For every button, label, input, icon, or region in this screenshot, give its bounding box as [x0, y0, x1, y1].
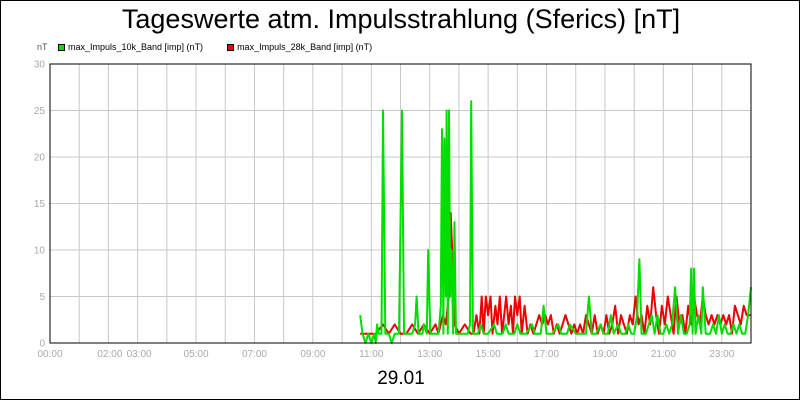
y-axis-unit-label: nT: [37, 42, 48, 52]
x-tick-label: 05:00: [184, 349, 209, 360]
x-tick-label: 07:00: [242, 349, 267, 360]
x-tick-label: 13:00: [417, 349, 442, 360]
plot-border: [49, 63, 752, 344]
y-tick-label: 15: [34, 199, 46, 210]
legend: max_Impuls_10k_Band [imp] (nT) max_Impul…: [58, 40, 396, 54]
x-tick-label: 09:00: [300, 349, 325, 360]
x-tick-label: 11:00: [359, 349, 384, 360]
x-tick-label: 21:00: [651, 349, 676, 360]
y-tick-label: 30: [34, 60, 46, 71]
x-tick-label: 23:00: [709, 349, 734, 360]
y-tick-label: 5: [39, 292, 45, 303]
legend-swatch-28k: [227, 43, 235, 51]
y-tick-label: 20: [34, 153, 46, 164]
legend-item-10k: max_Impuls_10k_Band [imp] (nT): [58, 42, 203, 52]
y-tick-label: 0: [39, 339, 45, 350]
chart-title: Tageswerte atm. Impulsstrahlung (Sferics…: [121, 4, 681, 34]
legend-label-10k: max_Impuls_10k_Band [imp] (nT): [68, 42, 204, 52]
x-tick-label: 03:00: [127, 349, 152, 360]
x-tick-label: 00:00: [37, 349, 62, 360]
x-tick-label: 19:00: [592, 349, 617, 360]
x-tick-label: 15:00: [476, 349, 501, 360]
series-line-10k: [359, 100, 752, 344]
legend-label-28k: max_Impuls_28k_Band [imp] (nT): [237, 42, 373, 52]
x-axis-date-label: 29.01: [377, 368, 425, 389]
y-tick-label: 10: [34, 246, 46, 257]
legend-swatch-10k: [58, 43, 65, 51]
y-tick-label: 25: [34, 106, 46, 117]
legend-item-28k: max_Impuls_28k_Band [imp] (nT): [227, 42, 372, 52]
x-tick-label: 02:00: [97, 349, 122, 360]
x-tick-label: 17:00: [534, 349, 559, 360]
